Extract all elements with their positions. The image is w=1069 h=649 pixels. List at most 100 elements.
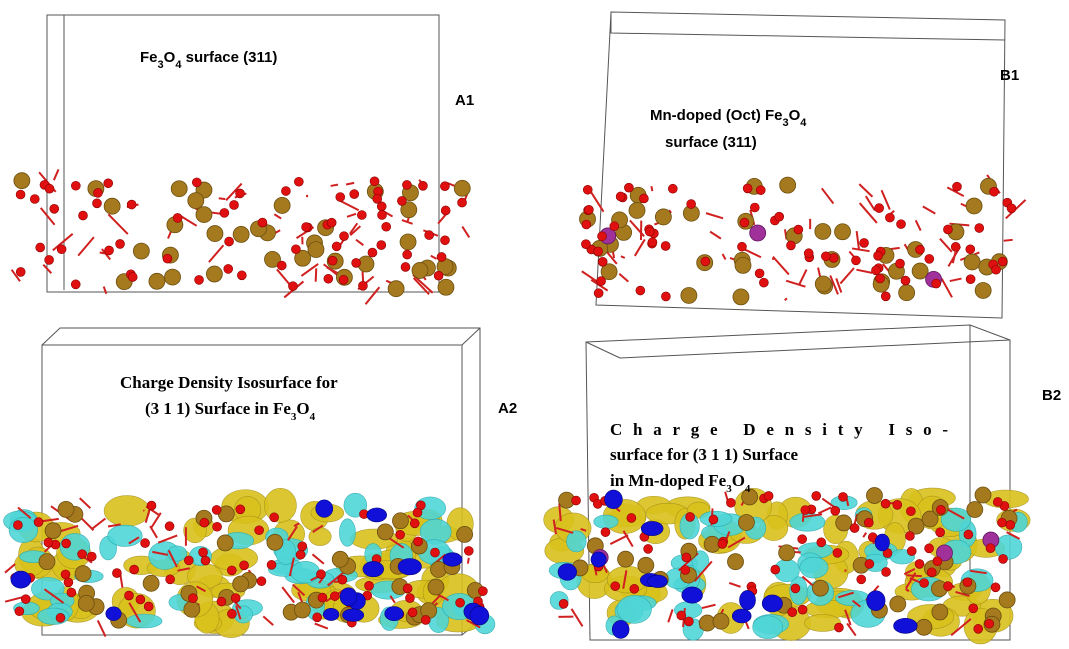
fe-atom (728, 554, 744, 570)
o-atom (217, 597, 226, 606)
o-atom (990, 187, 999, 196)
o-atom (36, 243, 45, 252)
isosurface (106, 607, 121, 621)
o-atom (966, 245, 975, 254)
bond (840, 268, 854, 284)
fe-atom (735, 257, 751, 273)
o-atom (572, 496, 581, 505)
isosurface (894, 618, 918, 633)
o-atom (478, 587, 487, 596)
isosurface (470, 606, 489, 625)
bond (98, 620, 106, 636)
isosurface (323, 608, 339, 620)
bond (274, 214, 281, 218)
fe-atom (39, 554, 55, 570)
bond (277, 269, 289, 284)
fe-atom (975, 282, 991, 298)
bond (92, 519, 106, 530)
fe-atom (975, 487, 991, 503)
panel-title: Charge Density Isosurface for (120, 373, 338, 392)
o-atom (336, 193, 345, 202)
isosurface (648, 575, 668, 587)
bond (651, 186, 652, 191)
o-atom (648, 238, 657, 247)
isosurface (867, 591, 885, 611)
panel-title: surface for (3 1 1) Surface (610, 445, 799, 464)
o-atom (230, 200, 239, 209)
fe-atom (835, 224, 851, 240)
o-atom (850, 524, 859, 533)
o-atom (403, 250, 412, 259)
bond (209, 245, 223, 262)
o-atom (71, 280, 80, 289)
fe-atom (188, 193, 204, 209)
title-text: O (164, 49, 176, 66)
o-atom (881, 292, 890, 301)
fe-atom (206, 266, 222, 282)
subscript: 4 (800, 117, 807, 129)
panel-title: Charge Density Iso- (610, 420, 948, 439)
bond (468, 558, 469, 564)
bond (923, 206, 935, 213)
o-atom (231, 594, 240, 603)
o-atom (759, 278, 768, 287)
o-atom (786, 241, 795, 250)
o-atom (936, 528, 945, 537)
o-atom (583, 185, 592, 194)
bond (822, 188, 834, 203)
o-atom (933, 557, 942, 566)
o-atom (897, 220, 906, 229)
o-atom (464, 546, 473, 555)
o-atom (195, 275, 204, 284)
bond (818, 507, 831, 513)
bond (619, 274, 628, 282)
o-atom (864, 518, 873, 527)
isosurface (11, 571, 31, 588)
fe-atom (836, 515, 852, 531)
fe-atom (388, 281, 404, 297)
bond (5, 597, 22, 601)
o-atom (788, 608, 797, 617)
o-atom (50, 204, 59, 213)
panel-title: (3 1 1) Surface in Fe3O4 (145, 399, 316, 423)
o-atom (67, 588, 76, 597)
o-atom (896, 259, 905, 268)
bond (906, 575, 922, 576)
bond (315, 624, 328, 629)
o-atom (378, 210, 387, 219)
bond (347, 214, 356, 217)
o-atom (166, 575, 175, 584)
bond (610, 535, 628, 544)
bond (859, 184, 872, 197)
bond (316, 268, 317, 281)
o-atom (173, 213, 182, 222)
fe-atom (899, 285, 915, 301)
o-atom (258, 218, 267, 227)
isosurface (443, 553, 462, 567)
panel-label: A2 (498, 400, 517, 417)
o-atom (804, 249, 813, 258)
o-atom (382, 222, 391, 231)
o-atom (876, 274, 885, 283)
fe-atom (104, 198, 120, 214)
fe-atom (78, 595, 94, 611)
o-atom (370, 177, 379, 186)
o-atom (916, 245, 925, 254)
subscript: 4 (310, 411, 316, 423)
o-atom (136, 595, 145, 604)
o-atom (21, 595, 30, 604)
o-atom (974, 624, 983, 633)
o-atom (128, 272, 137, 281)
bond (723, 254, 726, 259)
isosurface (739, 590, 755, 609)
o-atom (397, 196, 406, 205)
o-atom (267, 560, 276, 569)
isosurface (558, 564, 577, 581)
o-atom (332, 242, 341, 251)
o-atom (13, 521, 22, 530)
o-atom (16, 267, 25, 276)
o-atom (357, 211, 366, 220)
fe-atom (932, 604, 948, 620)
o-atom (78, 211, 87, 220)
o-atom (598, 232, 607, 241)
